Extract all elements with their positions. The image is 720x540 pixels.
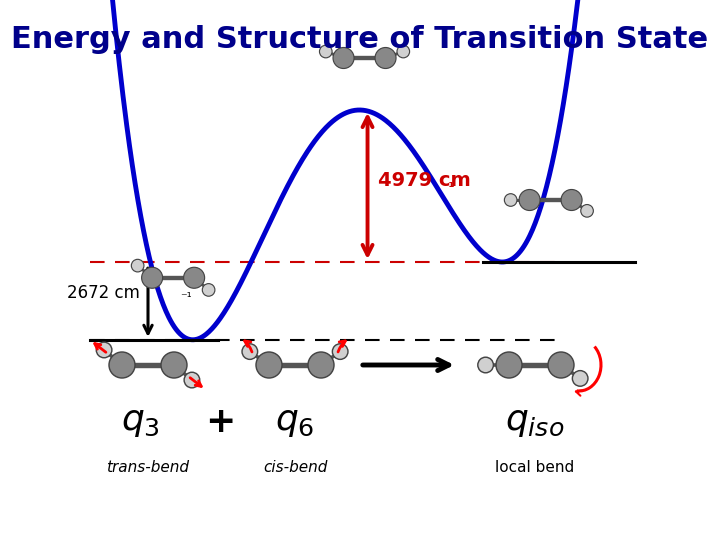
Circle shape bbox=[131, 259, 144, 272]
Circle shape bbox=[96, 342, 112, 358]
Circle shape bbox=[308, 352, 334, 378]
Circle shape bbox=[397, 45, 410, 58]
Circle shape bbox=[184, 267, 204, 288]
Circle shape bbox=[256, 352, 282, 378]
Text: $q_{iso}$: $q_{iso}$ bbox=[505, 405, 564, 439]
Circle shape bbox=[496, 352, 522, 378]
Circle shape bbox=[561, 190, 582, 211]
Circle shape bbox=[519, 190, 540, 211]
Text: ⁻¹: ⁻¹ bbox=[441, 181, 455, 195]
Text: Energy and Structure of Transition State: Energy and Structure of Transition State bbox=[12, 25, 708, 54]
Text: +: + bbox=[204, 405, 235, 439]
Text: trans-bend: trans-bend bbox=[107, 461, 189, 476]
Circle shape bbox=[375, 48, 396, 69]
Circle shape bbox=[581, 205, 593, 217]
Text: 4979 cm: 4979 cm bbox=[377, 172, 470, 191]
Text: 2672 cm: 2672 cm bbox=[67, 284, 140, 302]
Circle shape bbox=[548, 352, 574, 378]
Circle shape bbox=[184, 372, 199, 388]
Circle shape bbox=[505, 194, 517, 206]
Text: local bend: local bend bbox=[495, 461, 575, 476]
Circle shape bbox=[478, 357, 493, 373]
Circle shape bbox=[320, 45, 332, 58]
Text: ⁻¹: ⁻¹ bbox=[181, 292, 192, 305]
Circle shape bbox=[242, 344, 258, 360]
Circle shape bbox=[109, 352, 135, 378]
Text: cis-bend: cis-bend bbox=[263, 461, 327, 476]
Circle shape bbox=[161, 352, 187, 378]
Circle shape bbox=[333, 48, 354, 69]
Circle shape bbox=[142, 267, 163, 288]
Text: $q_3$: $q_3$ bbox=[120, 405, 159, 439]
Circle shape bbox=[202, 284, 215, 296]
Circle shape bbox=[333, 344, 348, 360]
Circle shape bbox=[572, 370, 588, 386]
Text: $q_6$: $q_6$ bbox=[275, 405, 315, 439]
